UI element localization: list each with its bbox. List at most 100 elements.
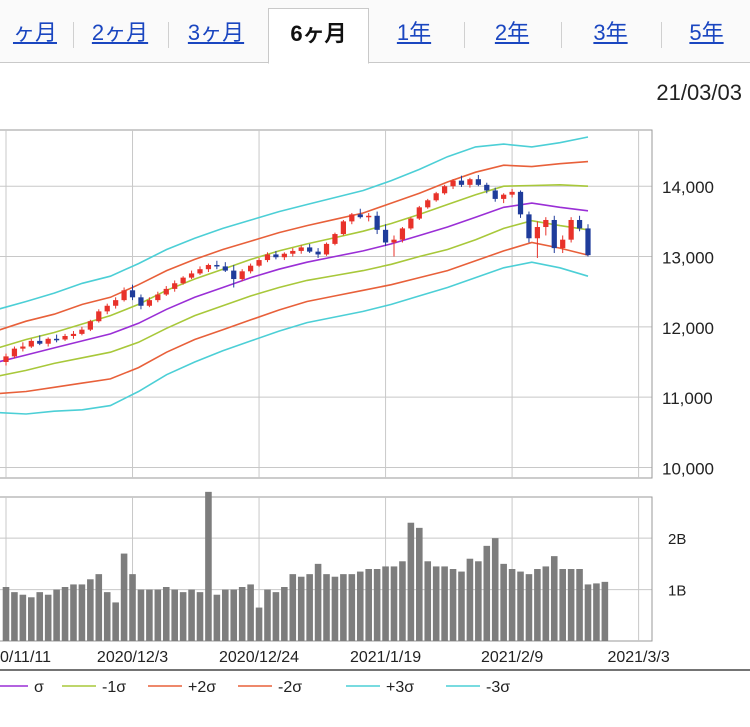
volume-bar <box>162 587 170 641</box>
candle-body <box>281 253 287 258</box>
candle-body <box>323 243 330 255</box>
candle-body <box>45 338 51 344</box>
candle-body <box>155 294 161 301</box>
candle-body <box>197 269 203 274</box>
candle-body <box>172 283 178 289</box>
volume-bar <box>593 583 600 641</box>
candle-body <box>256 260 262 266</box>
candle-body <box>231 270 237 280</box>
candle-body <box>501 194 507 199</box>
candle-body <box>576 219 583 229</box>
volume-bar <box>171 589 178 641</box>
candle-body <box>315 251 321 255</box>
volume-bar <box>390 566 398 641</box>
volume-bar <box>95 574 103 641</box>
volume-bar <box>416 527 423 641</box>
x-tick-label: 2021/1/19 <box>350 649 421 666</box>
volume-bar <box>331 576 339 641</box>
volume-bar <box>196 592 204 641</box>
volume-bar <box>314 563 322 641</box>
candle-body <box>551 219 557 249</box>
candle-body <box>11 348 18 357</box>
candle-body <box>517 191 524 215</box>
x-tick-label: 2020/12/3 <box>97 649 168 666</box>
price-tick-label: 13,000 <box>662 249 714 268</box>
candle-body <box>247 265 254 272</box>
volume-bar <box>44 594 52 641</box>
volume-bar <box>441 566 448 641</box>
candle-body <box>79 329 85 334</box>
candle-body <box>484 184 490 191</box>
legend-item: +2σ <box>148 679 216 696</box>
volume-bar <box>340 574 347 641</box>
volume-bar <box>19 594 27 641</box>
volume-bar <box>323 574 330 641</box>
volume-bar <box>230 589 238 641</box>
volume-bar <box>247 584 254 641</box>
legend-item: -2σ <box>238 679 302 696</box>
volume-bar <box>137 589 145 641</box>
tab-4[interactable]: 6ヶ月 <box>268 8 369 64</box>
candle-body <box>458 180 465 185</box>
candle-body <box>28 340 34 347</box>
price-tick-label: 12,000 <box>662 319 714 338</box>
price-tick-label: 11,000 <box>662 389 713 408</box>
candle-body <box>534 227 541 239</box>
volume-bar <box>36 592 44 641</box>
candle-body <box>366 215 372 218</box>
band-line-plus3 <box>0 136 589 310</box>
volume-bar <box>129 574 136 641</box>
candle-body <box>408 218 414 229</box>
tab-3[interactable]: 3ヶ月 <box>187 20 245 45</box>
x-tick-label: 2021/3/3 <box>607 649 669 666</box>
volume-bar <box>306 574 313 641</box>
volume-bar <box>559 569 566 641</box>
candle-body <box>129 290 136 298</box>
volume-bar <box>213 594 221 641</box>
candle-body <box>425 200 431 208</box>
tab-2[interactable]: 2ヶ月 <box>91 20 149 45</box>
volume-bar <box>508 569 516 641</box>
candle-body <box>332 234 338 244</box>
candle-body <box>239 271 245 280</box>
tab-separator <box>464 22 465 48</box>
x-tick-label: 0/11/11 <box>0 649 51 666</box>
volume-bar <box>550 556 558 641</box>
volume-bar <box>500 563 507 641</box>
tab-6[interactable]: 2年 <box>494 20 530 45</box>
band-line-minus1 <box>0 219 589 377</box>
volume-bar <box>356 571 364 641</box>
candle-body <box>163 288 169 295</box>
candle-body <box>222 266 228 271</box>
candle-body <box>433 193 439 201</box>
tab-7[interactable]: 3年 <box>593 20 628 45</box>
volume-bar <box>458 571 465 641</box>
candle-body <box>543 219 549 228</box>
candle-body <box>298 247 304 251</box>
volume-bar <box>542 566 550 641</box>
volume-bar <box>146 589 153 641</box>
candle-body <box>391 239 397 243</box>
tab-1[interactable]: ヶ月 <box>12 20 57 45</box>
price-panel-frame <box>0 129 653 479</box>
candle-body <box>264 254 271 261</box>
volume-bar <box>491 538 499 641</box>
volume-bar <box>525 574 533 641</box>
candle-body <box>273 254 279 258</box>
volume-bar <box>179 592 187 641</box>
tab-8[interactable]: 5年 <box>689 20 724 45</box>
volume-bar <box>78 584 86 641</box>
volume-bar <box>399 561 406 641</box>
legend-item: +3σ <box>346 679 414 696</box>
candle-body <box>104 305 110 312</box>
volume-tick-label: 2B <box>668 531 686 548</box>
tab-separator <box>661 22 662 48</box>
volume-bar <box>365 569 372 641</box>
tab-5[interactable]: 1年 <box>396 20 432 45</box>
candle-body <box>307 247 313 252</box>
candle-body <box>349 214 355 222</box>
tab-separator <box>168 22 169 48</box>
candle-body <box>441 186 448 194</box>
candle-body <box>121 290 127 301</box>
